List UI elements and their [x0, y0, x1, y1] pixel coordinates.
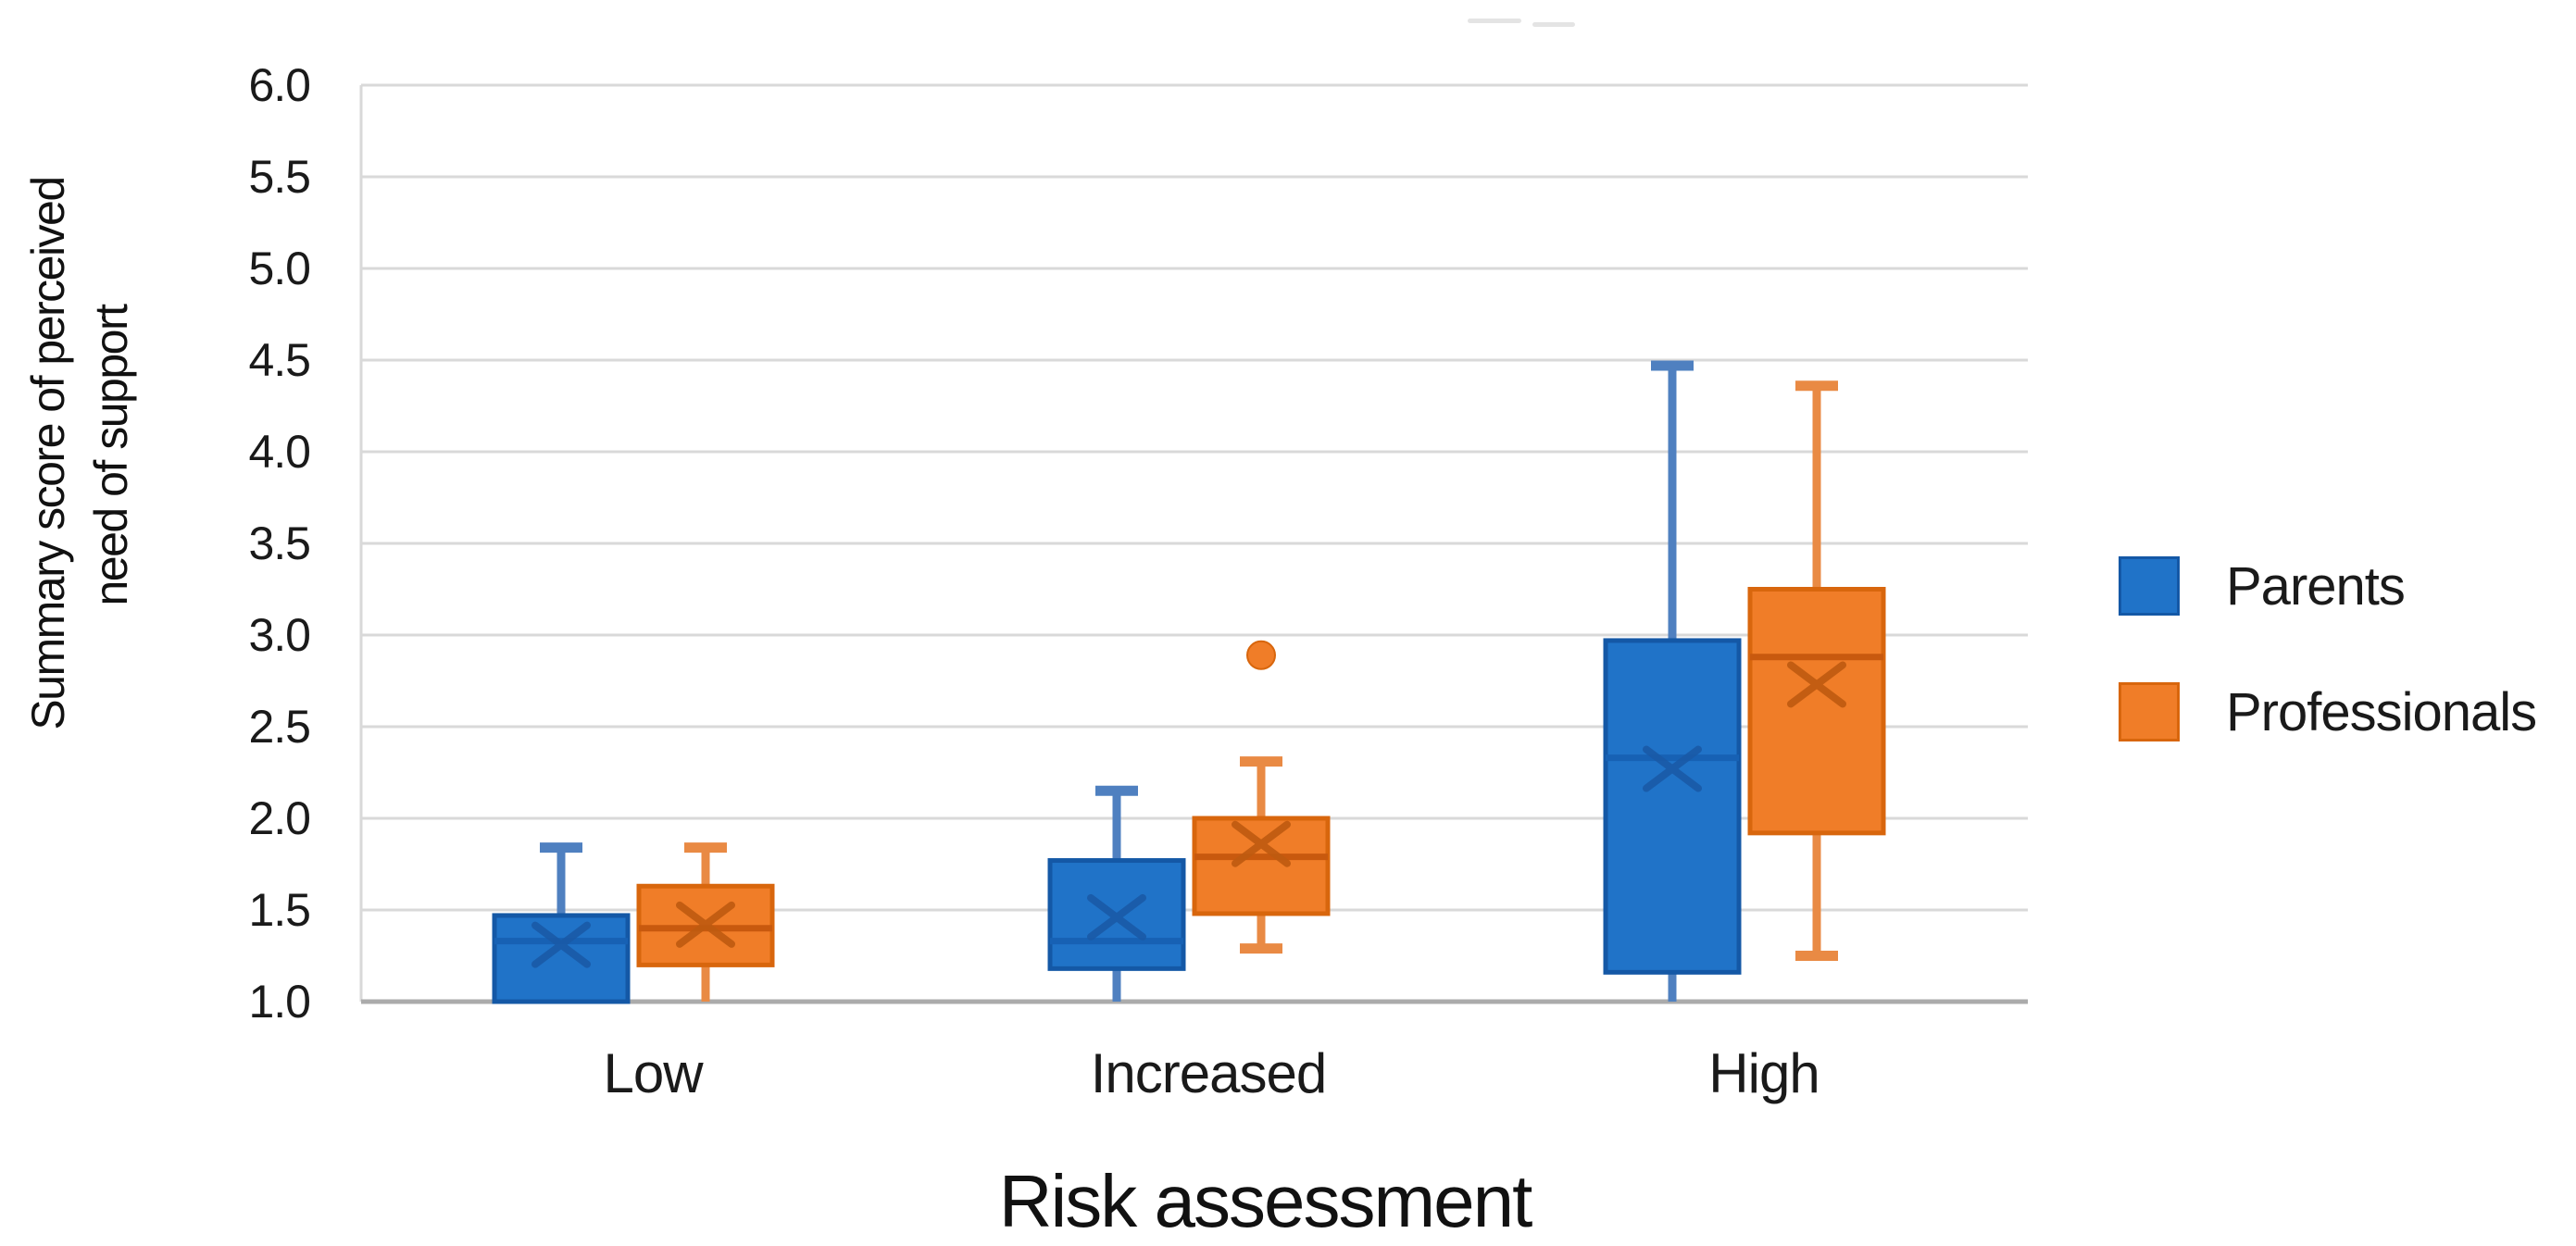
- y-tick-label: 4.5: [248, 334, 311, 386]
- y-tick-label: 2.5: [248, 701, 311, 753]
- x-category-label-high: High: [1708, 1042, 1819, 1104]
- y-tick-label: 2.0: [248, 792, 311, 844]
- mean-marker-professionals-high: [1787, 661, 1846, 708]
- legend-label-professionals: Professionals: [2226, 681, 2537, 742]
- y-tick-label: 4.0: [248, 426, 311, 478]
- mean-marker-parents-increased: [1087, 893, 1146, 941]
- compression-artifact-dash: [1532, 22, 1575, 27]
- mean-marker-parents-low: [531, 921, 591, 968]
- box-parents-high: [1603, 638, 1742, 975]
- x-category-label-increased: Increased: [1090, 1042, 1327, 1104]
- legend-item-professionals: Professionals: [2119, 681, 2537, 742]
- box-parents-low: [492, 913, 631, 1004]
- legend-label-parents: Parents: [2226, 555, 2406, 617]
- y-tick-label: 1.5: [248, 884, 311, 936]
- mean-marker-parents-high: [1643, 745, 1702, 792]
- legend-swatch-parents: [2119, 556, 2180, 616]
- y-tick-label: 3.0: [248, 609, 311, 661]
- box-professionals-increased: [1192, 816, 1331, 916]
- mean-marker-professionals-increased: [1232, 820, 1291, 867]
- box-professionals-high: [1747, 587, 1886, 836]
- x-category-label-low: Low: [603, 1042, 703, 1104]
- y-tick-label: 1.0: [248, 976, 311, 1028]
- y-tick-label: 5.0: [248, 243, 311, 294]
- outlier-professionals-increased: [1246, 640, 1276, 670]
- compression-artifact-dash: [1468, 19, 1521, 23]
- legend-item-parents: Parents: [2119, 555, 2406, 617]
- y-tick-label: 5.5: [248, 151, 311, 203]
- y-tick-label: 6.0: [248, 59, 311, 111]
- mean-marker-professionals-low: [676, 901, 735, 948]
- y-tick-label: 3.5: [248, 517, 311, 569]
- x-axis-title: Risk assessment: [998, 1160, 1533, 1242]
- legend-swatch-professionals: [2119, 682, 2180, 741]
